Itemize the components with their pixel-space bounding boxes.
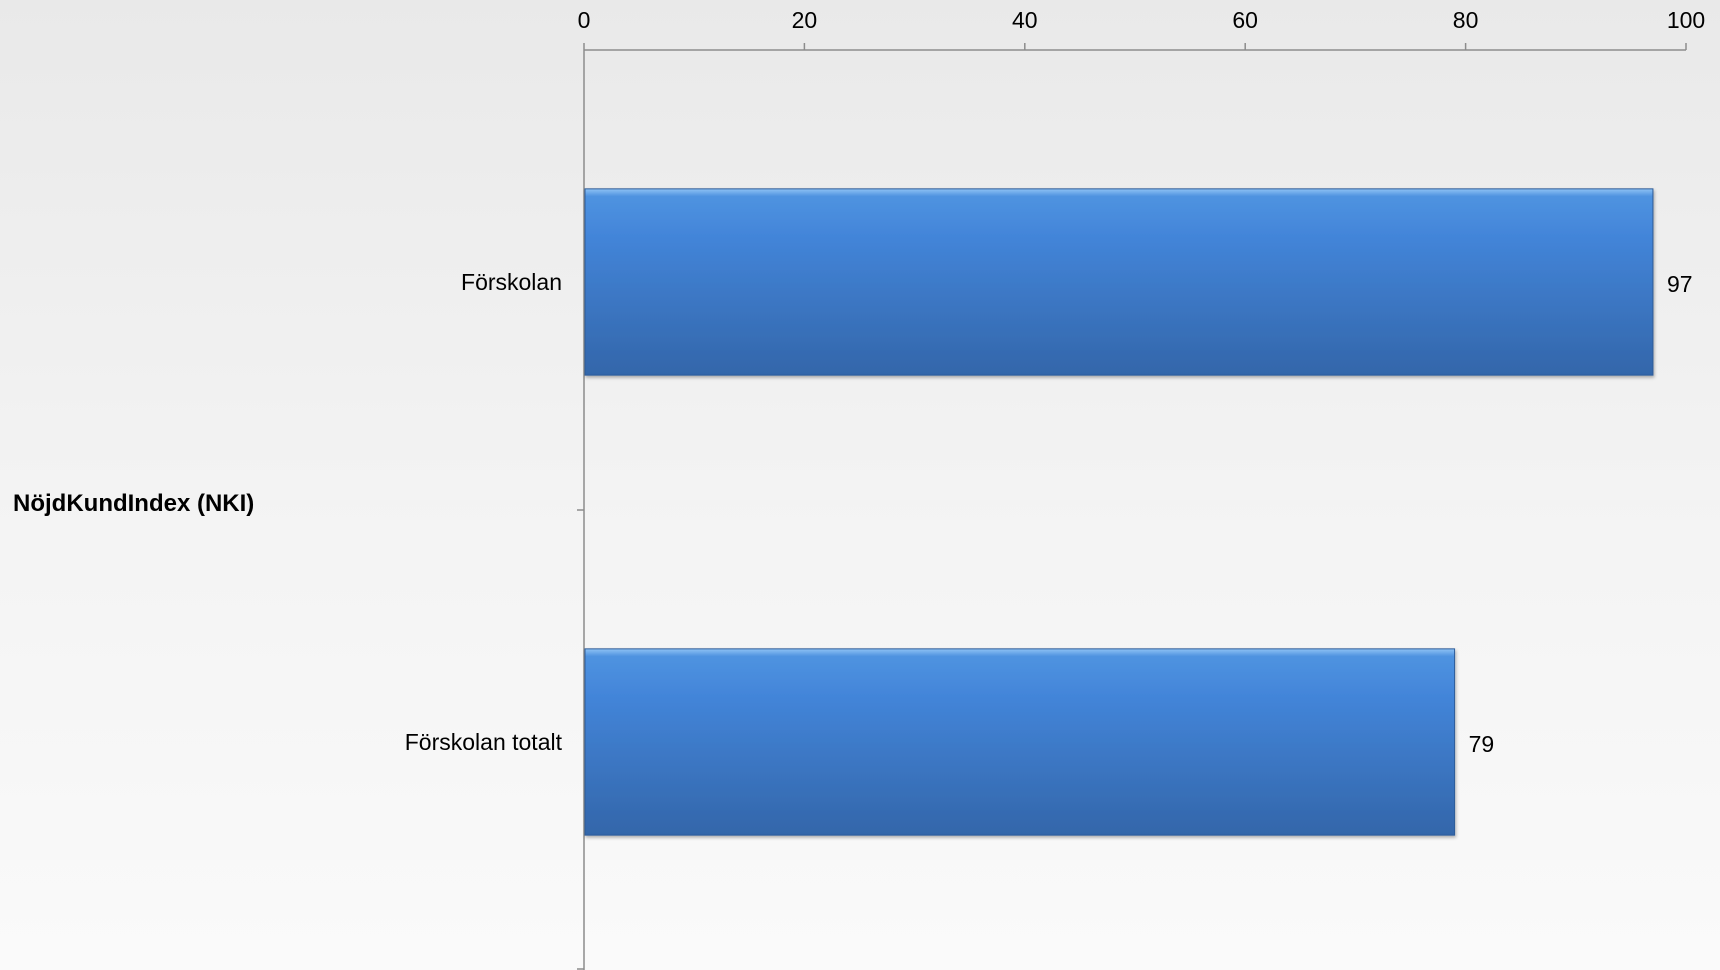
bar-1 xyxy=(584,188,1654,376)
category-label: Förskolan totalt xyxy=(405,729,563,755)
x-tick-label: 40 xyxy=(1012,7,1038,33)
bar-2 xyxy=(584,648,1456,836)
category-label: Förskolan xyxy=(461,269,562,295)
x-tick-label: 100 xyxy=(1667,7,1705,33)
data-label: 79 xyxy=(1469,731,1495,757)
bar-layer xyxy=(584,188,1654,836)
label-layer: Förskolan 97 Förskolan totalt 79 xyxy=(405,269,1693,757)
axis-layer: 0 20 40 60 80 100 xyxy=(577,7,1705,970)
x-tick-label: 20 xyxy=(792,7,818,33)
x-tick-label: 0 xyxy=(578,7,591,33)
data-label: 97 xyxy=(1667,271,1693,297)
group-label: NöjdKundIndex (NKI) xyxy=(13,490,254,517)
x-tick-label: 60 xyxy=(1232,7,1258,33)
x-tick-label: 80 xyxy=(1453,7,1479,33)
